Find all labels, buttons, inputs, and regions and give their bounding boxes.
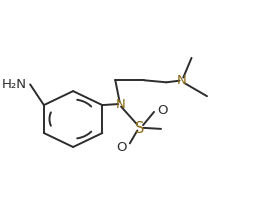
Text: O: O	[157, 104, 168, 117]
Text: N: N	[116, 97, 125, 110]
Text: H₂N: H₂N	[1, 77, 26, 90]
Text: O: O	[116, 140, 126, 153]
Text: S: S	[135, 121, 144, 136]
Text: N: N	[177, 74, 187, 87]
